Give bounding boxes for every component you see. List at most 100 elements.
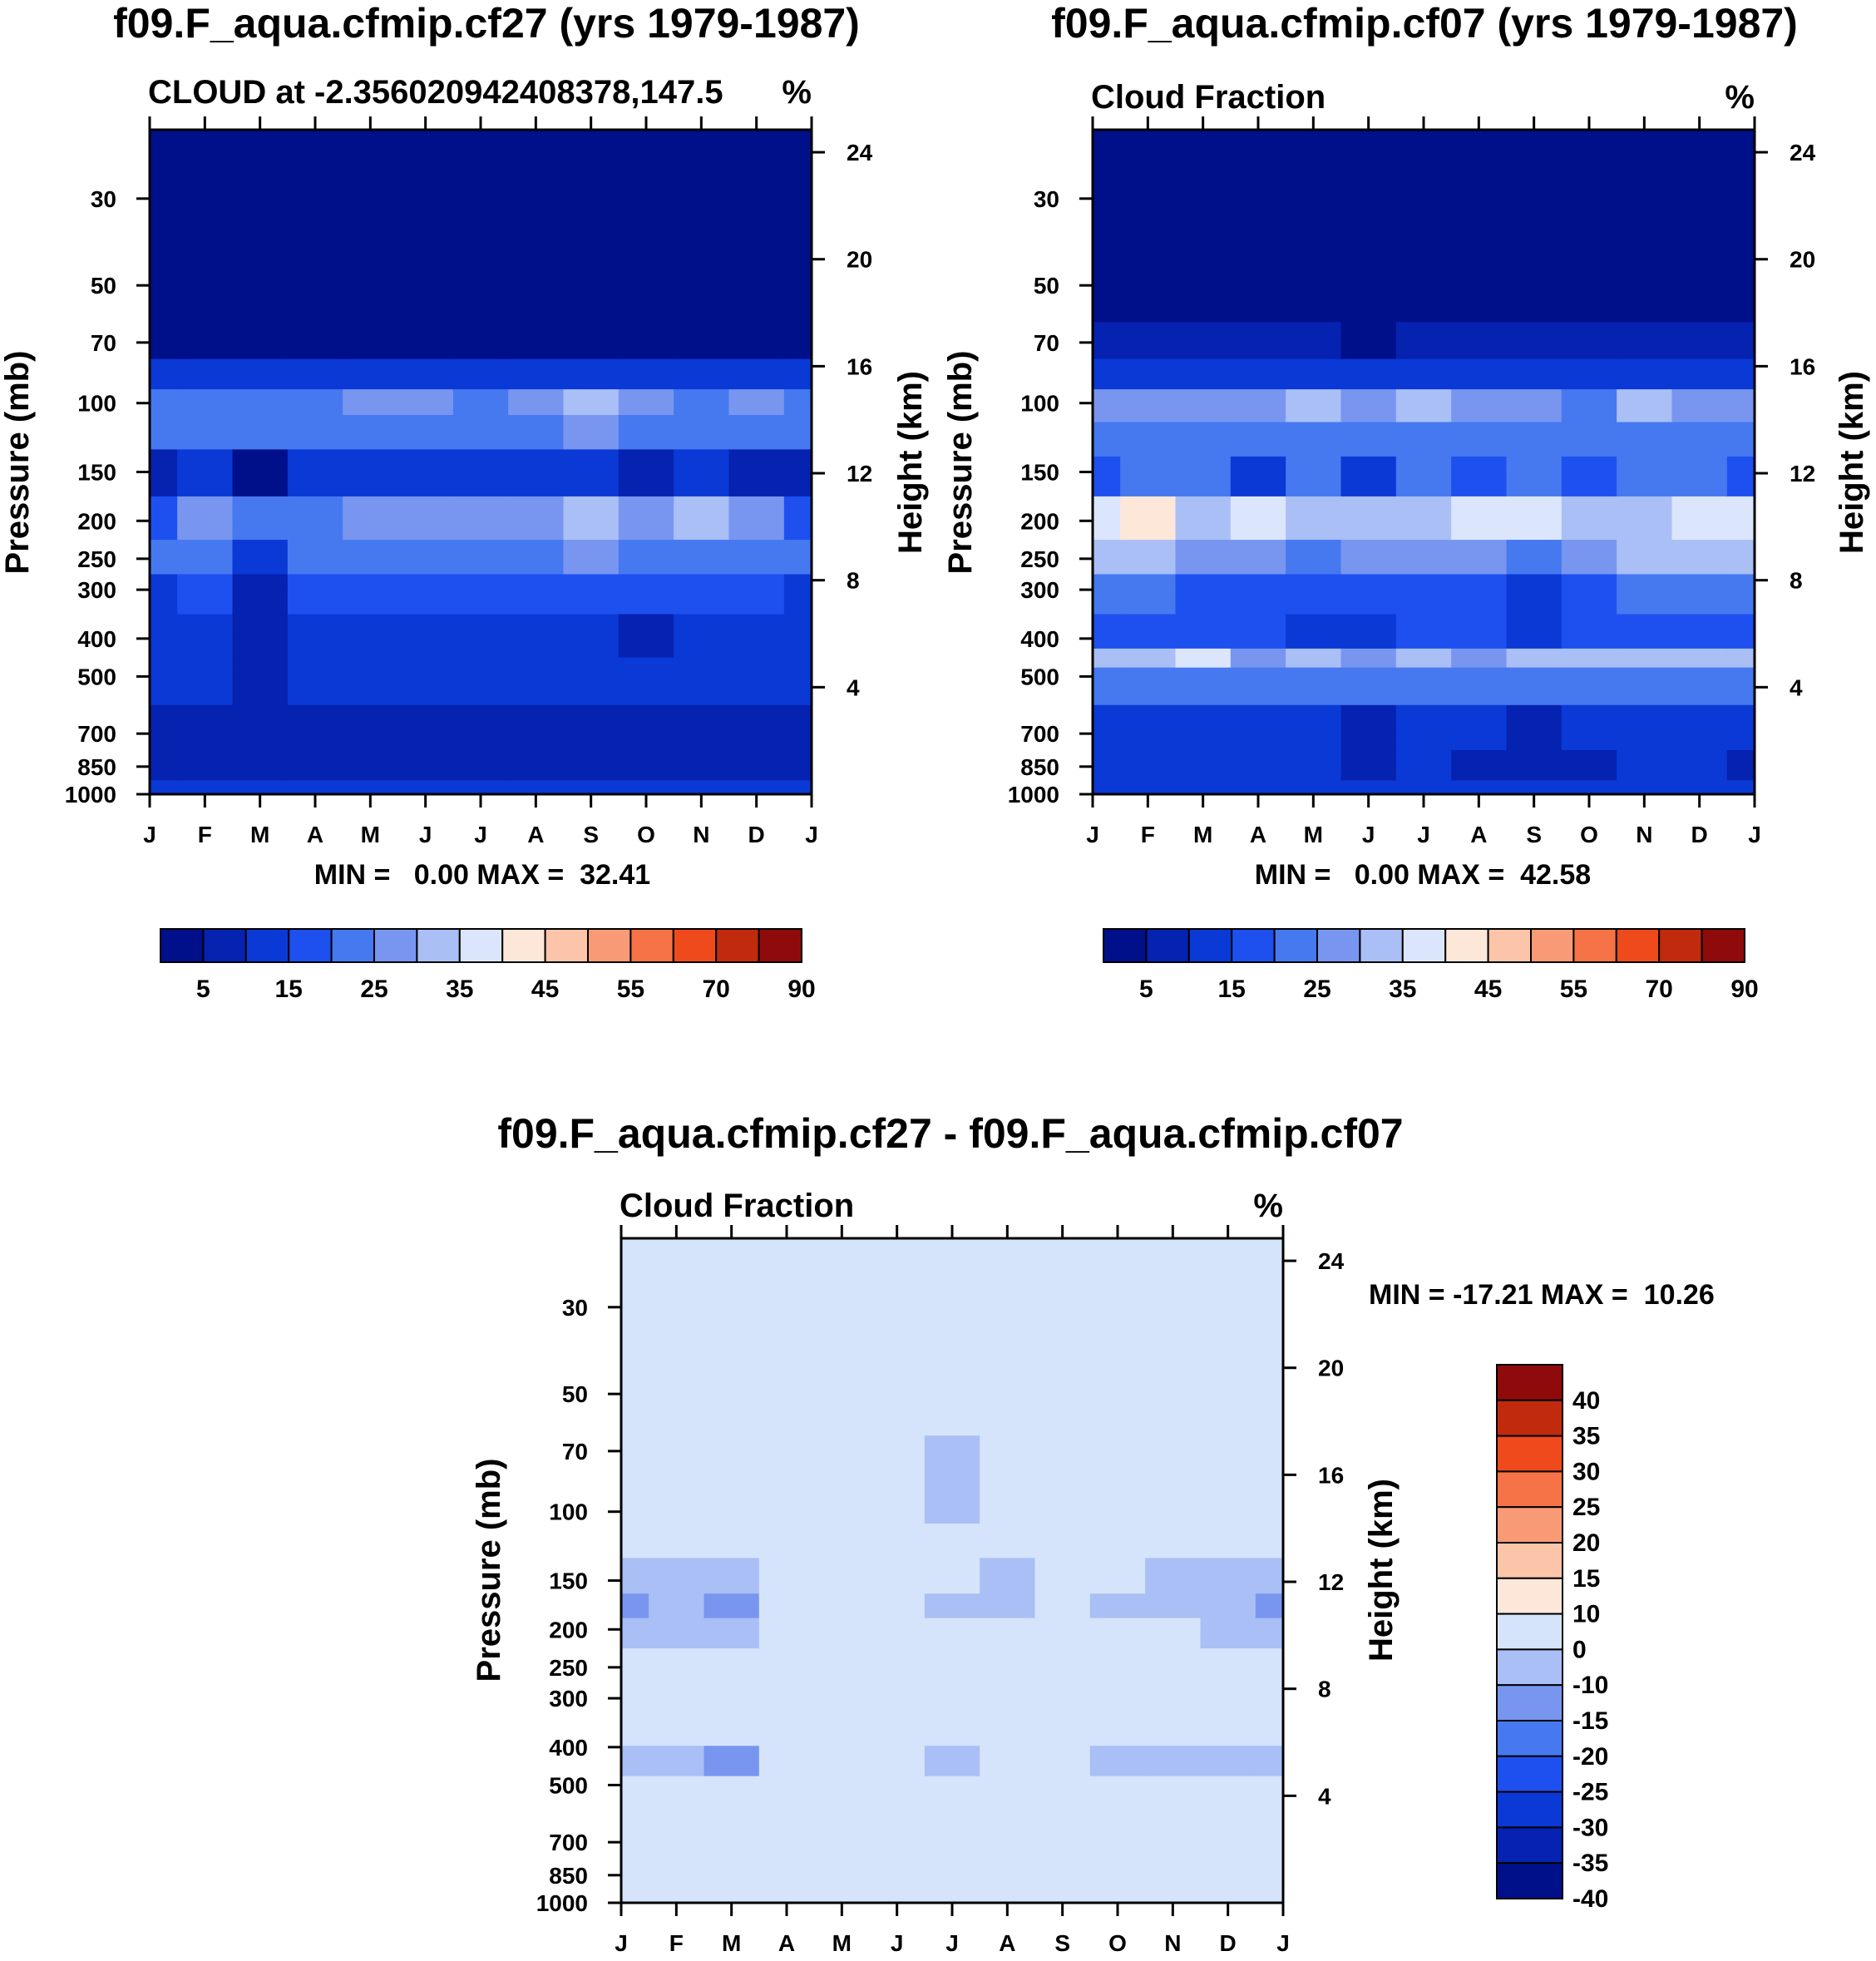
contour-cell	[758, 1698, 815, 1712]
contour-cell	[1617, 342, 1673, 360]
contour-cell	[1671, 614, 1728, 640]
contour-cell	[728, 130, 785, 237]
contour-cell	[1200, 1844, 1256, 1904]
colorbar-label: 90	[1730, 976, 1758, 1003]
contour-cell	[1230, 130, 1286, 216]
colorbar-box	[1187, 928, 1233, 963]
height-tick-label: 12	[1790, 461, 1815, 487]
contour-cell	[924, 1698, 980, 1712]
contour-cell	[814, 1711, 871, 1726]
y-tick-label: 150	[77, 460, 116, 486]
x-tick-label: J	[1417, 822, 1430, 847]
contour-cell	[452, 540, 509, 560]
contour-cell	[343, 766, 399, 782]
contour-cell	[287, 427, 343, 450]
contour-cell	[1175, 375, 1232, 390]
contour-cell	[232, 403, 289, 416]
contour-cell	[1093, 540, 1121, 560]
contour-cell	[783, 590, 812, 615]
contour-cell	[1089, 1390, 1146, 1395]
contour-cell	[1726, 375, 1755, 390]
contour-cell	[1506, 456, 1563, 473]
x-tick-label: O	[1580, 822, 1598, 847]
contour-cell	[758, 1558, 815, 1582]
contour-cell	[869, 1711, 926, 1726]
contour-cell	[869, 1629, 926, 1649]
contour-cell	[1726, 456, 1755, 473]
contour-cell	[814, 1618, 871, 1630]
contour-cell	[232, 574, 289, 590]
contour-cell	[287, 614, 343, 640]
contour-cell	[1726, 780, 1755, 795]
height-tick-label: 20	[1318, 1356, 1344, 1381]
y-tick-label: 50	[562, 1381, 588, 1407]
contour-cell	[397, 574, 454, 590]
contour-cell	[397, 389, 454, 404]
contour-cell	[1286, 540, 1342, 560]
contour-cell	[1230, 780, 1286, 795]
contour-cell	[1120, 389, 1177, 404]
contour-cell	[704, 1629, 760, 1649]
y-tick-label: 30	[562, 1295, 588, 1321]
contour-cell	[758, 1618, 815, 1630]
contour-cell	[758, 1593, 815, 1608]
contour-cell	[1561, 342, 1617, 360]
contour-cell	[649, 1785, 705, 1845]
contour-cell	[287, 766, 343, 782]
contour-cell	[980, 1629, 1036, 1649]
colorbar-box	[1496, 1577, 1563, 1615]
contour-cell	[1120, 472, 1177, 497]
panel-1-stats: MIN = 0.00 MAX = 32.41	[314, 859, 650, 891]
contour-cell	[563, 734, 620, 751]
colorbar-label: 40	[1572, 1387, 1600, 1415]
contour-cell	[1255, 1844, 1284, 1904]
contour-cell	[758, 1523, 815, 1536]
contour-cell	[397, 449, 454, 473]
contour-cell	[343, 342, 399, 360]
contour-cell	[1200, 1238, 1256, 1316]
contour-cell	[1255, 1314, 1284, 1391]
colorbar-box	[715, 928, 760, 963]
contour-cell	[621, 1698, 649, 1712]
contour-cell	[1034, 1558, 1091, 1582]
contour-cell	[287, 521, 343, 541]
contour-cell	[1726, 422, 1755, 442]
contour-cell	[1395, 734, 1452, 751]
contour-cell	[1506, 558, 1563, 575]
x-tick-label: J	[474, 822, 487, 847]
contour-cell	[704, 1558, 760, 1582]
contour-cell	[1093, 403, 1121, 423]
panel-2-subtitle-right: %	[1725, 79, 1755, 116]
contour-cell	[397, 130, 454, 237]
contour-cell	[1286, 658, 1342, 669]
contour-cell	[869, 1435, 926, 1474]
contour-cell	[232, 521, 289, 541]
contour-cell	[674, 472, 730, 497]
contour-cell	[343, 676, 399, 706]
contour-cell	[397, 780, 454, 795]
contour-cell	[1175, 521, 1232, 541]
contour-cell	[1506, 614, 1563, 640]
contour-cell	[1034, 1435, 1091, 1474]
contour-cell	[1451, 558, 1508, 575]
contour-cell	[1395, 375, 1452, 390]
contour-cell	[618, 472, 674, 497]
contour-cell	[1120, 658, 1177, 669]
colorbar-label: -15	[1572, 1707, 1608, 1735]
contour-cell	[1617, 766, 1673, 782]
contour-cell	[1089, 1844, 1146, 1904]
contour-cell	[343, 590, 399, 615]
contour-cell	[621, 1535, 649, 1558]
contour-cell	[1089, 1558, 1146, 1582]
colorbar-box	[1103, 928, 1148, 963]
contour-cell	[1089, 1397, 1146, 1436]
colorbar-box	[1316, 928, 1361, 963]
contour-cell	[508, 638, 565, 659]
colorbar-box	[1496, 1435, 1563, 1473]
contour-cell	[704, 1785, 760, 1845]
contour-cell	[1230, 456, 1286, 473]
contour-cell	[508, 521, 565, 541]
contour-cell	[1395, 403, 1452, 423]
contour-cell	[674, 342, 730, 360]
contour-cell	[1395, 422, 1452, 442]
